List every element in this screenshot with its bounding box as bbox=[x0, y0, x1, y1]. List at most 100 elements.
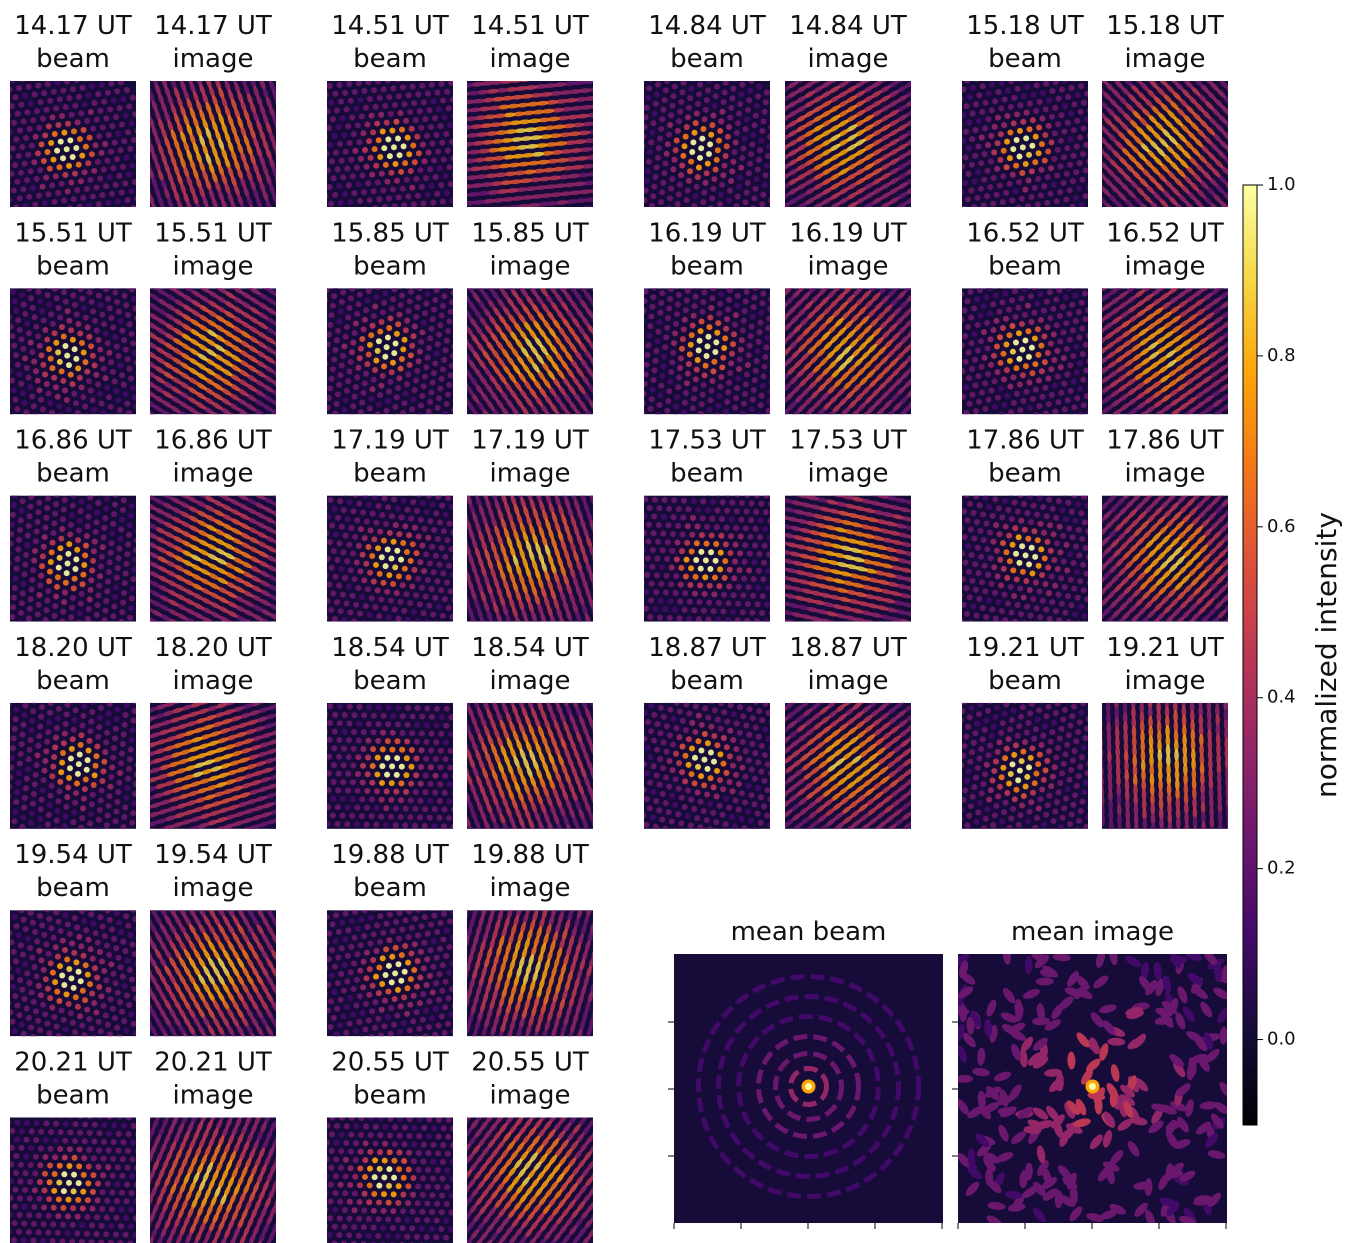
speckle bbox=[54, 495, 60, 498]
speckle bbox=[1048, 113, 1055, 120]
speckle bbox=[795, 333, 805, 344]
heatmap bbox=[467, 288, 593, 415]
speckle bbox=[54, 147, 61, 154]
speckle bbox=[656, 505, 663, 512]
speckle bbox=[1201, 375, 1212, 385]
speckle bbox=[213, 528, 226, 536]
speckle bbox=[1010, 374, 1017, 381]
speckle bbox=[1048, 366, 1055, 373]
speckle bbox=[394, 505, 401, 512]
speckle bbox=[871, 100, 883, 108]
speckle bbox=[1009, 348, 1016, 355]
speckle bbox=[29, 184, 36, 191]
speckle bbox=[37, 166, 44, 173]
speckle bbox=[338, 523, 345, 530]
speckle bbox=[675, 505, 682, 512]
speckle bbox=[1066, 336, 1073, 343]
speckle bbox=[1042, 106, 1049, 113]
panel-title: 14.17 UT bbox=[14, 11, 132, 41]
speckle bbox=[385, 614, 392, 621]
speckle bbox=[25, 151, 32, 158]
speckle bbox=[52, 510, 59, 517]
speckle bbox=[337, 372, 344, 379]
speckle bbox=[59, 525, 66, 532]
speckle bbox=[47, 400, 54, 407]
speckle bbox=[60, 155, 67, 162]
speckle bbox=[741, 308, 748, 315]
speckle bbox=[418, 124, 425, 131]
speckle bbox=[1060, 355, 1067, 362]
speckle bbox=[731, 575, 738, 582]
speckle bbox=[785, 173, 791, 181]
speckle bbox=[437, 123, 444, 130]
speckle bbox=[566, 367, 575, 379]
speckle bbox=[1193, 289, 1204, 298]
speckle bbox=[652, 100, 659, 107]
speckle bbox=[787, 90, 799, 99]
speckle bbox=[394, 135, 401, 142]
speckle bbox=[755, 584, 762, 591]
speckle bbox=[727, 370, 734, 377]
speckle bbox=[379, 511, 386, 518]
speckle bbox=[668, 581, 675, 588]
speckle bbox=[674, 539, 681, 546]
speckle bbox=[677, 581, 684, 588]
speckle bbox=[767, 305, 770, 312]
speckle bbox=[1131, 353, 1143, 362]
speckle bbox=[689, 514, 696, 521]
speckle bbox=[1158, 288, 1170, 291]
speckle bbox=[327, 331, 333, 338]
speckle bbox=[757, 534, 764, 541]
speckle bbox=[469, 375, 478, 387]
speckle bbox=[853, 322, 863, 333]
speckle bbox=[709, 295, 716, 302]
speckle bbox=[340, 549, 347, 556]
speckle bbox=[1077, 411, 1084, 415]
speckle bbox=[574, 499, 580, 512]
speckle bbox=[233, 585, 246, 593]
speckle bbox=[820, 139, 833, 147]
speckle bbox=[671, 497, 678, 504]
speckle bbox=[589, 519, 593, 532]
speckle bbox=[820, 90, 832, 99]
speckle bbox=[812, 182, 824, 191]
speckle bbox=[533, 126, 547, 132]
speckle bbox=[890, 332, 900, 343]
speckle bbox=[652, 623, 658, 629]
speckle bbox=[838, 301, 849, 312]
speckle bbox=[725, 495, 731, 498]
speckle bbox=[2, 599, 8, 605]
speckle bbox=[327, 297, 329, 303]
speckle bbox=[31, 557, 38, 564]
speckle bbox=[706, 406, 713, 413]
speckle bbox=[726, 566, 733, 573]
speckle bbox=[964, 196, 971, 203]
speckle bbox=[414, 75, 420, 81]
speckle bbox=[1140, 357, 1152, 366]
speckle bbox=[43, 174, 50, 181]
speckle bbox=[1102, 337, 1107, 346]
speckle bbox=[195, 151, 202, 164]
speckle bbox=[207, 572, 220, 580]
speckle bbox=[682, 133, 689, 140]
speckle bbox=[351, 618, 358, 622]
speckle bbox=[56, 164, 63, 171]
speckle bbox=[475, 174, 488, 180]
speckle bbox=[416, 495, 422, 498]
speckle bbox=[846, 182, 858, 191]
speckle bbox=[438, 544, 445, 551]
speckle bbox=[157, 195, 164, 207]
speckle bbox=[850, 496, 863, 502]
speckle bbox=[327, 615, 329, 621]
speckle bbox=[846, 329, 856, 340]
speckle bbox=[78, 110, 85, 117]
speckle bbox=[25, 374, 32, 381]
speckle bbox=[407, 557, 414, 564]
speckle bbox=[235, 614, 247, 622]
speckle bbox=[224, 291, 236, 299]
speckle bbox=[709, 122, 716, 129]
speckle bbox=[829, 85, 841, 94]
speckle bbox=[648, 313, 655, 320]
speckle bbox=[1055, 95, 1062, 102]
speckle bbox=[578, 341, 587, 352]
